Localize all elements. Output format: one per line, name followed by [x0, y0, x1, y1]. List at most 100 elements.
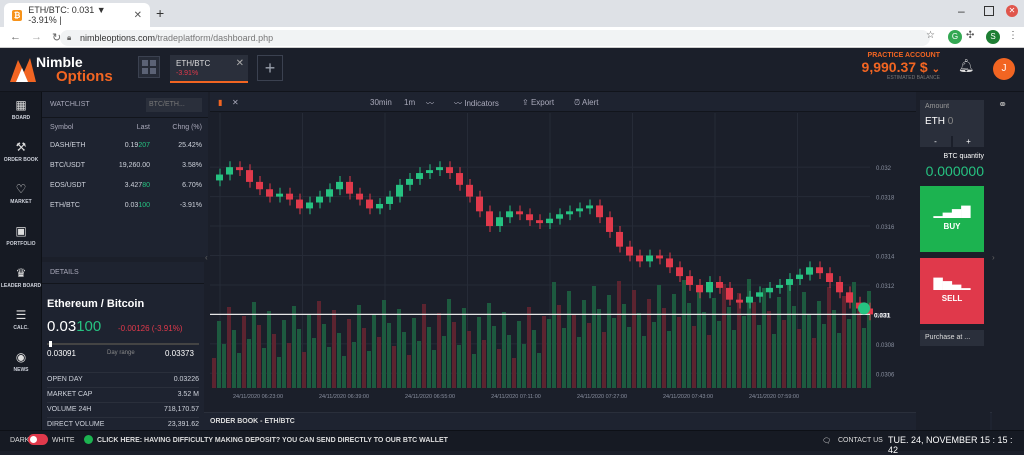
- candle: [586, 205, 593, 209]
- increase-amount-button[interactable]: +: [953, 136, 984, 147]
- minimize-icon[interactable]: –: [958, 4, 965, 18]
- reload-icon[interactable]: ↻: [52, 31, 62, 44]
- heartbeat-icon: ♡: [15, 182, 27, 196]
- order-book-title: ORDER BOOK - ETH/BTC: [210, 418, 295, 425]
- candle: [286, 193, 293, 200]
- row-last: 0.19207: [124, 142, 150, 149]
- volume-bar: [502, 312, 506, 388]
- logo[interactable]: Nimble Options: [8, 52, 128, 88]
- volume-bar: [322, 324, 326, 388]
- volume-bar: [472, 354, 476, 388]
- kebab-menu-icon[interactable]: ⋮: [1008, 30, 1018, 41]
- close-tab-icon[interactable]: ✕: [133, 9, 142, 21]
- order-book-bar[interactable]: ORDER BOOK - ETH/BTC ≋ ︿: [204, 412, 992, 430]
- bell-icon[interactable]: 🔔︎: [958, 58, 975, 73]
- puzzle-icon[interactable]: ✣: [966, 30, 975, 41]
- watchlist-search-input[interactable]: BTC/ETH...: [146, 98, 202, 112]
- interval-1m-button[interactable]: 1m: [404, 98, 416, 107]
- bookmark-icon[interactable]: ▮: [218, 98, 223, 107]
- new-tab-button[interactable]: +: [156, 5, 165, 21]
- sidebar-item-news[interactable]: ◉ NEWS: [0, 350, 42, 373]
- decrease-amount-button[interactable]: -: [920, 136, 951, 147]
- sell-button[interactable]: ▇▅▃▁ SELL: [920, 258, 984, 324]
- sidebar-item-order-book[interactable]: ⚒ ORDER BOOK: [0, 140, 42, 163]
- tab-title: ETH/BTC: 0.031 ▼ -3.91% |: [28, 5, 106, 25]
- candle: [716, 282, 723, 288]
- indicators-button[interactable]: 〰 Indicators: [454, 99, 499, 108]
- volume-bar: [592, 286, 596, 388]
- stat-row: MARKET CAP 3.52 M: [47, 387, 199, 401]
- alert-button[interactable]: ⏰︎ Alert: [574, 98, 599, 107]
- row-symbol: BTC/USDT: [50, 162, 85, 169]
- candle: [636, 255, 643, 262]
- volume-bar: [667, 331, 671, 388]
- collapse-left-icon[interactable]: ‹: [205, 253, 208, 262]
- url-field[interactable]: 🔒︎ nimbleoptions.com/tradeplatform/dashb…: [60, 30, 930, 46]
- candle: [626, 246, 633, 256]
- sidebar-item-market[interactable]: ♡ MARKET: [0, 182, 42, 205]
- contact-us-link[interactable]: CONTACT US: [838, 437, 883, 444]
- watchlist-row[interactable]: ETH/BTC 0.03100 -3.91%: [42, 196, 208, 216]
- candle: [646, 255, 653, 262]
- stat-row: OPEN DAY 0.03226: [47, 372, 199, 386]
- buy-button[interactable]: ▁▃▅▇ BUY: [920, 186, 984, 252]
- volume-bar: [597, 309, 601, 388]
- logo-text-1: Nimble: [36, 54, 83, 70]
- volume-bar: [707, 335, 711, 388]
- purchase-at-select[interactable]: Purchase at ...: [920, 330, 984, 346]
- layout-grid-button[interactable]: [138, 56, 160, 78]
- range-high: 0.03373: [165, 349, 194, 358]
- volume-bar: [607, 295, 611, 388]
- avatar[interactable]: J: [993, 58, 1015, 80]
- volume-bar: [807, 315, 811, 388]
- deposit-notice-link[interactable]: CLICK HERE: HAVING DIFFICULTY MAKING DEP…: [97, 437, 448, 444]
- pair-tab[interactable]: ETH/BTC -3.91% ✕: [170, 55, 248, 83]
- volume-bar: [722, 284, 726, 388]
- extension-icon[interactable]: G: [948, 30, 962, 44]
- sidebar-item-portfolio[interactable]: ▣ PORTFOLIO: [0, 224, 42, 247]
- account-balance[interactable]: PRACTICE ACCOUNT 9,990.37 $ ⌄ ESTIMATED …: [840, 52, 940, 81]
- volume-bar: [817, 301, 821, 388]
- volume-bar: [562, 328, 566, 388]
- candle: [846, 292, 853, 303]
- amount-field[interactable]: Amount ETH 0: [920, 100, 984, 136]
- export-button[interactable]: ⇪ Export: [522, 98, 555, 107]
- sidebar-item-leader-board[interactable]: ♛ LEADER BOARD: [0, 266, 42, 289]
- add-pair-button[interactable]: +: [257, 55, 283, 81]
- window-close-icon[interactable]: ✕: [1006, 5, 1018, 17]
- forward-icon[interactable]: →: [31, 31, 42, 43]
- volume-bar: [232, 330, 236, 388]
- chart-type-icon[interactable]: 〰: [426, 99, 434, 108]
- volume-bar: [387, 323, 391, 388]
- bars-up-icon: ▁▃▅▇: [933, 204, 971, 218]
- price-change: -0.00126 (-3.91%): [118, 324, 183, 333]
- link-icon[interactable]: ⚭: [998, 99, 1008, 111]
- watchlist-row[interactable]: BTC/USDT 19,260.00 3.58%: [42, 156, 208, 176]
- watchlist-row[interactable]: EOS/USDT 3.42780 6.70%: [42, 176, 208, 196]
- star-icon[interactable]: ☆: [926, 30, 935, 41]
- volume-bar: [732, 330, 736, 388]
- profile-avatar[interactable]: S: [986, 30, 1000, 44]
- browser-tab[interactable]: ₿ ETH/BTC: 0.031 ▼ -3.91% | ✕: [4, 3, 150, 27]
- collapse-right-icon[interactable]: ›: [992, 253, 995, 262]
- day-range-bar: [47, 343, 199, 345]
- close-pair-tab-icon[interactable]: ✕: [235, 58, 244, 69]
- watchlist-header-row: Symbol Last Chng (%): [42, 118, 208, 138]
- theme-toggle[interactable]: [28, 434, 48, 445]
- volume-bar: [832, 310, 836, 388]
- close-chart-icon[interactable]: ✕: [232, 98, 239, 107]
- watchlist-row[interactable]: DASH/ETH 0.19207 25.42%: [42, 136, 208, 156]
- candle: [796, 274, 803, 280]
- maximize-icon[interactable]: [984, 6, 994, 16]
- candle: [416, 173, 423, 179]
- price-chart[interactable]: 0.032 0.0318 0.0316 0.0314 0.0312 0.031 0.0308…: [210, 113, 916, 410]
- volume-bar: [417, 341, 421, 388]
- volume-bar: [267, 311, 271, 388]
- sidebar-item-calc[interactable]: ☰ CALC.: [0, 308, 42, 331]
- candle: [706, 282, 713, 293]
- col-change: Chng (%): [172, 124, 202, 131]
- volume-bar: [717, 321, 721, 388]
- sidebar-item-board[interactable]: ▦ BOARD: [0, 98, 42, 121]
- back-icon[interactable]: ←: [10, 31, 21, 43]
- interval-30min-button[interactable]: 30min: [370, 98, 392, 107]
